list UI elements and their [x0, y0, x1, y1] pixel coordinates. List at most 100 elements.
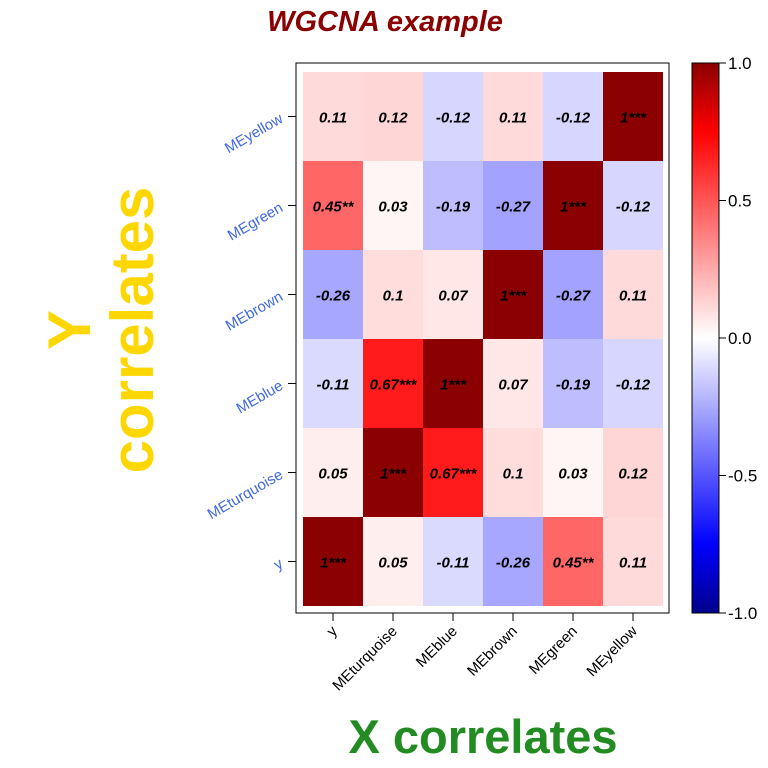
chart-title: WGCNA example — [267, 6, 503, 38]
cell-value-label: -0.19 — [436, 199, 471, 216]
x-tick-label: MEblue — [413, 623, 461, 671]
cell-value-label: 0.1 — [383, 288, 404, 305]
cell-value-label: 1*** — [620, 110, 647, 127]
y-tick-label: MEyellow — [222, 110, 286, 157]
cell-value-label: 0.12 — [378, 110, 408, 127]
heatmap-cell — [303, 517, 363, 606]
heatmap-cell — [603, 161, 663, 250]
heatmap-cell — [363, 250, 423, 339]
cell-value-label: -0.27 — [496, 199, 531, 216]
heatmap-cell — [423, 72, 483, 161]
cell-value-label: -0.12 — [616, 199, 651, 216]
y-axis-title-line-2: correlates — [99, 187, 166, 474]
cell-value-label: 0.07 — [438, 288, 468, 305]
heatmap-cell — [543, 161, 603, 250]
y-axis-title-line-1: Y — [36, 310, 103, 350]
heatmap-cell — [483, 72, 543, 161]
cell-value-label: 0.12 — [618, 466, 648, 483]
heatmap-cell — [363, 517, 423, 606]
y-tick-label: MEblue — [233, 377, 286, 417]
heatmap-cell — [423, 517, 483, 606]
heatmap-cell — [303, 339, 363, 428]
cell-value-label: -0.26 — [316, 288, 351, 305]
cell-value-label: 1*** — [500, 288, 527, 305]
heatmap-cells — [303, 72, 663, 606]
colorbar-tick-label: -1.0 — [728, 604, 757, 623]
heatmap-cell — [543, 428, 603, 517]
cell-value-label: 0.05 — [318, 466, 348, 483]
cell-value-label: 1*** — [440, 377, 467, 394]
heatmap-cell — [423, 428, 483, 517]
x-tick-label: MEyellow — [583, 623, 641, 681]
cell-value-label: 0.45** — [553, 555, 595, 572]
cell-value-label: 1*** — [320, 555, 347, 572]
cell-value-label: 1*** — [560, 199, 587, 216]
heatmap-cell — [423, 339, 483, 428]
heatmap-cell — [303, 161, 363, 250]
heatmap-cell — [363, 161, 423, 250]
colorbar-tick-label: 0.5 — [728, 192, 752, 211]
heatmap-cell — [543, 339, 603, 428]
cell-value-label: -0.12 — [436, 110, 471, 127]
cell-value-label: -0.12 — [616, 377, 651, 394]
y-axis-ticks: MEyellow MEgreen MEbrown MEblue MEturquoise y — [205, 110, 296, 574]
colorbar-ticks: 1.0 0.5 0.0 -0.5 -1.0 — [719, 54, 757, 623]
heatmap-cell — [603, 72, 663, 161]
heatmap-cell — [483, 428, 543, 517]
cell-value-label: -0.26 — [496, 555, 531, 572]
y-tick-label: MEgreen — [225, 199, 286, 244]
heatmap-cell — [423, 250, 483, 339]
heatmap-cell — [603, 517, 663, 606]
colorbar-tick-label: -0.5 — [728, 467, 757, 486]
heatmap-cell — [603, 428, 663, 517]
heatmap-cell — [483, 517, 543, 606]
cell-value-label: 0.11 — [619, 288, 647, 305]
heatmap-cell — [423, 161, 483, 250]
heatmap-cell — [363, 339, 423, 428]
heatmap-cell-labels: 0.11 0.12 -0.12 0.11 -0.12 1*** 0.45** 0.03 -0.1… — [313, 110, 651, 572]
y-tick-label: y — [271, 555, 286, 574]
cell-value-label: 0.07 — [498, 377, 528, 394]
cell-value-label: 0.1 — [503, 466, 524, 483]
heatmap-cell — [363, 72, 423, 161]
y-tick-label: MEturquoise — [205, 466, 286, 523]
cell-value-label: 0.11 — [499, 110, 527, 127]
cell-value-label: -0.27 — [556, 288, 591, 305]
plot-frame — [295, 62, 670, 614]
heatmap-cell — [303, 72, 363, 161]
x-tick-label: MEgreen — [526, 623, 581, 678]
cell-value-label: 0.67*** — [370, 377, 418, 394]
heatmap-cell — [303, 428, 363, 517]
cell-value-label: 0.67*** — [430, 466, 478, 483]
heatmap-cell — [543, 250, 603, 339]
cell-value-label: 0.11 — [319, 110, 347, 127]
heatmap-cell — [543, 517, 603, 606]
heatmap-cell — [303, 250, 363, 339]
colorbar — [691, 62, 720, 614]
y-tick-label: MEbrown — [223, 288, 286, 334]
y-axis-title: Y correlates — [36, 187, 166, 474]
cell-value-label: -0.11 — [316, 377, 349, 394]
cell-value-label: 0.03 — [558, 466, 588, 483]
x-tick-label: y — [324, 622, 342, 640]
heatmap-cell — [603, 250, 663, 339]
cell-value-label: 0.11 — [619, 555, 647, 572]
cell-value-label: -0.11 — [436, 555, 469, 572]
colorbar-tick-label: 1.0 — [728, 54, 752, 73]
heatmap-cell — [483, 339, 543, 428]
cell-value-label: 0.05 — [378, 555, 408, 572]
cell-value-label: 1*** — [380, 466, 407, 483]
cell-value-label: -0.19 — [556, 377, 591, 394]
heatmap-cell — [483, 250, 543, 339]
cell-value-label: 0.45** — [313, 199, 355, 216]
x-axis-title: X correlates — [348, 710, 617, 763]
heatmap-cell — [363, 428, 423, 517]
heatmap-cell — [543, 72, 603, 161]
colorbar-tick-label: 0.0 — [728, 329, 752, 348]
cell-value-label: -0.12 — [556, 110, 591, 127]
x-tick-label: MEbrown — [464, 623, 521, 680]
x-tick-label: MEturquoise — [329, 623, 401, 695]
heatmap-cell — [603, 339, 663, 428]
